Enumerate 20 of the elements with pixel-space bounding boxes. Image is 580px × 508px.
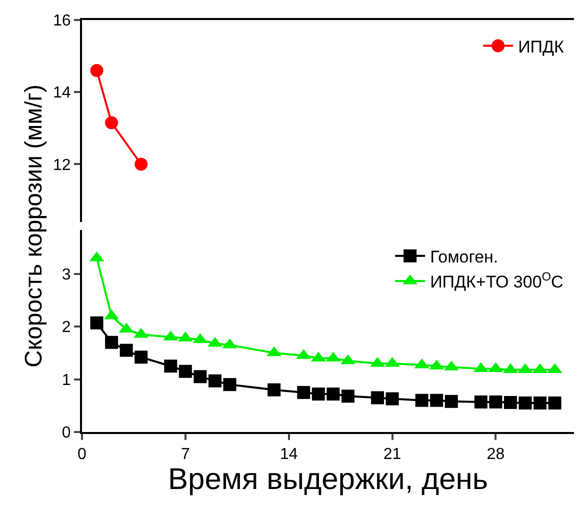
y-tick-label: 0 <box>62 424 71 442</box>
y-tick-label: 2 <box>62 319 71 336</box>
x-tick-label: 7 <box>180 446 190 464</box>
y-tick-label: 3 <box>62 266 71 284</box>
point <box>105 116 118 130</box>
point <box>90 64 104 77</box>
x-tick-label: 14 <box>280 446 298 464</box>
y-tick-label: 1 <box>62 372 71 389</box>
y-tick-label: 14 <box>53 84 71 102</box>
y-tick-label: 12 <box>53 156 71 174</box>
x-tick-label: 28 <box>486 446 505 464</box>
x-tick-label: 0 <box>78 446 87 464</box>
point <box>134 158 148 171</box>
x-tick-label: 21 <box>383 446 402 464</box>
x-axis-title: Время выдержки, день <box>168 463 488 496</box>
y-tick-label: 16 <box>53 12 71 30</box>
legend-label: ИПДК+ТО 300$^{O}$C <box>430 270 564 292</box>
y-axis-title: Скорость коррозии (мм/г) <box>20 84 48 368</box>
legend-label: Гомоген. <box>430 248 498 267</box>
legend-label: ИПДК <box>518 37 564 56</box>
